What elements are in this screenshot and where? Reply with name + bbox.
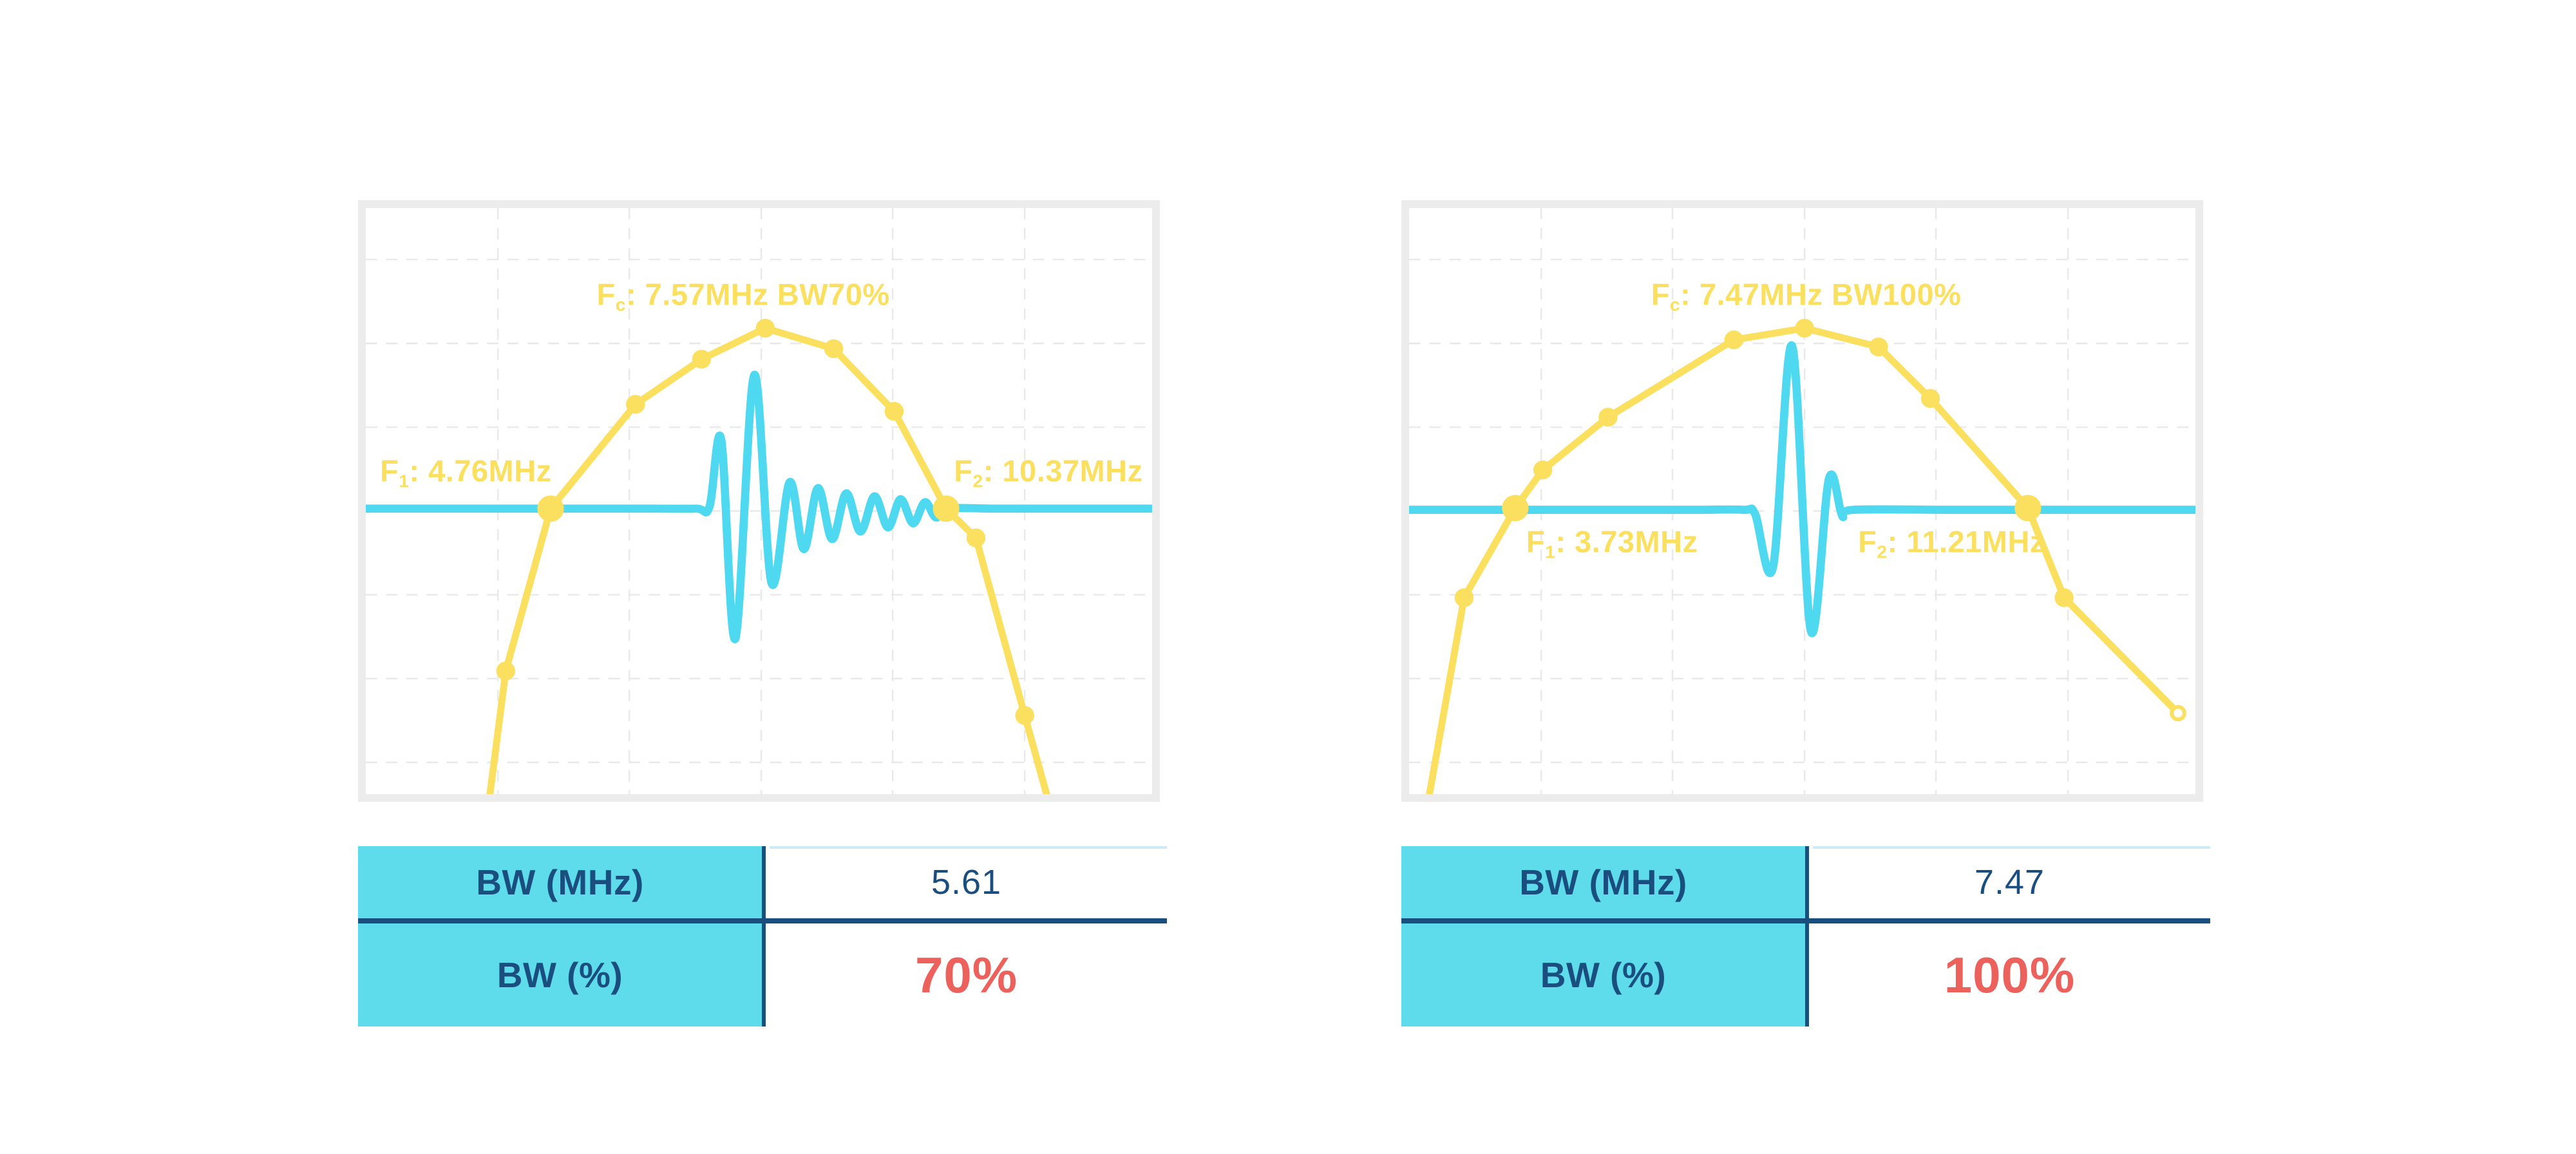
spectrum-marker xyxy=(966,528,986,547)
frequency-subscript: 1 xyxy=(1545,540,1556,562)
spectrum-marker-crossing xyxy=(933,495,960,522)
frequency-subscript: c xyxy=(615,293,626,314)
frequency-subscript: 2 xyxy=(972,470,983,491)
spectrum-marker xyxy=(2054,588,2074,607)
frequency-symbol: F xyxy=(1858,524,1877,558)
spectrum-curve xyxy=(486,325,1050,794)
chart-bw100-canvas xyxy=(1409,208,2195,794)
frequency-value: : 7.57MHz BW70% xyxy=(625,276,890,311)
spectrum-curve xyxy=(1426,325,2182,794)
table-row-divider xyxy=(358,918,1167,923)
spectrum-marker xyxy=(755,318,775,338)
fc-annotation: Fc: 7.57MHz BW70% xyxy=(597,279,890,313)
spectrum-marker xyxy=(1724,330,1743,350)
table-row: BW (MHz) 5.61 xyxy=(358,846,1167,918)
pulse-waveform xyxy=(366,370,1152,643)
bw-table-left: BW (MHz) 5.61 BW (%) 70% xyxy=(358,846,1167,1026)
bw-mhz-label: BW (MHz) xyxy=(1401,846,1809,918)
frequency-value: : 3.73MHz xyxy=(1555,524,1698,558)
table-row-divider xyxy=(1401,918,2210,923)
frequency-subscript: c xyxy=(1669,293,1681,314)
frequency-subscript: 1 xyxy=(399,470,410,491)
spectrum-marker xyxy=(692,350,712,369)
f1-annotation: F1: 3.73MHz xyxy=(1526,526,1698,560)
table-row: BW (%) 70% xyxy=(358,923,1167,1026)
spectrum-marker xyxy=(496,661,516,681)
bw-mhz-label: BW (MHz) xyxy=(358,846,766,918)
frequency-subscript: 2 xyxy=(1877,540,1888,562)
chart-bw100: Fc: 7.47MHz BW100% F1: 3.73MHz F2: 11.21MH… xyxy=(1401,200,2203,802)
bw-percent-label: BW (%) xyxy=(1401,923,1809,1026)
frequency-value: : 7.47MHz BW100% xyxy=(1680,276,1962,311)
fc-annotation: Fc: 7.47MHz BW100% xyxy=(1651,279,1962,313)
bw-percent-value: 70% xyxy=(914,946,1018,1003)
frequency-symbol: F xyxy=(954,453,973,488)
spectrum-marker xyxy=(1533,460,1553,480)
spectrum-marker xyxy=(1795,318,1814,338)
frequency-symbol: F xyxy=(379,453,399,488)
bw-mhz-value: 5.61 xyxy=(931,863,1002,902)
spectrum-marker xyxy=(626,395,645,414)
chart-bw70-canvas xyxy=(366,208,1152,794)
f1-annotation: F1: 4.76MHz xyxy=(380,456,552,490)
frequency-value: : 11.21MHz xyxy=(1887,524,2045,558)
table-row: BW (%) 100% xyxy=(1401,923,2210,1026)
spectrum-marker-ring xyxy=(2170,705,2186,722)
bw-mhz-value: 7.47 xyxy=(1974,863,2045,902)
bw-percent-label: BW (%) xyxy=(358,923,766,1026)
frequency-symbol: F xyxy=(1526,524,1546,558)
spectrum-marker xyxy=(1454,588,1474,607)
table-top-divider xyxy=(1813,846,2210,849)
spectrum-marker-crossing xyxy=(1502,495,1529,522)
spectrum-marker xyxy=(1869,337,1888,357)
bw-percent-value: 100% xyxy=(1944,946,2076,1003)
spectrum-marker-crossing xyxy=(537,495,564,522)
spectrum-marker xyxy=(1015,706,1034,725)
spectrum-marker xyxy=(884,402,904,421)
spectrum-marker xyxy=(1598,408,1618,427)
bw-table-right: BW (MHz) 7.47 BW (%) 100% xyxy=(1401,846,2210,1026)
f2-annotation: F2: 11.21MHz xyxy=(1858,526,2045,560)
frequency-value: : 10.37MHz xyxy=(983,453,1143,488)
frequency-value: : 4.76MHz xyxy=(409,453,552,488)
frequency-symbol: F xyxy=(596,276,616,311)
table-top-divider xyxy=(770,846,1167,849)
spectrum-marker xyxy=(824,339,844,359)
spectrum-marker-crossing xyxy=(2014,495,2041,522)
chart-bw70: Fc: 7.57MHz BW70% F1: 4.76MHz F2: 10.37MHz xyxy=(358,200,1160,802)
f2-annotation: F2: 10.37MHz xyxy=(954,456,1142,490)
table-row: BW (MHz) 7.47 xyxy=(1401,846,2210,918)
spectrum-marker xyxy=(1920,389,1940,408)
frequency-symbol: F xyxy=(1651,276,1670,311)
pulse-waveform xyxy=(1409,341,2195,638)
